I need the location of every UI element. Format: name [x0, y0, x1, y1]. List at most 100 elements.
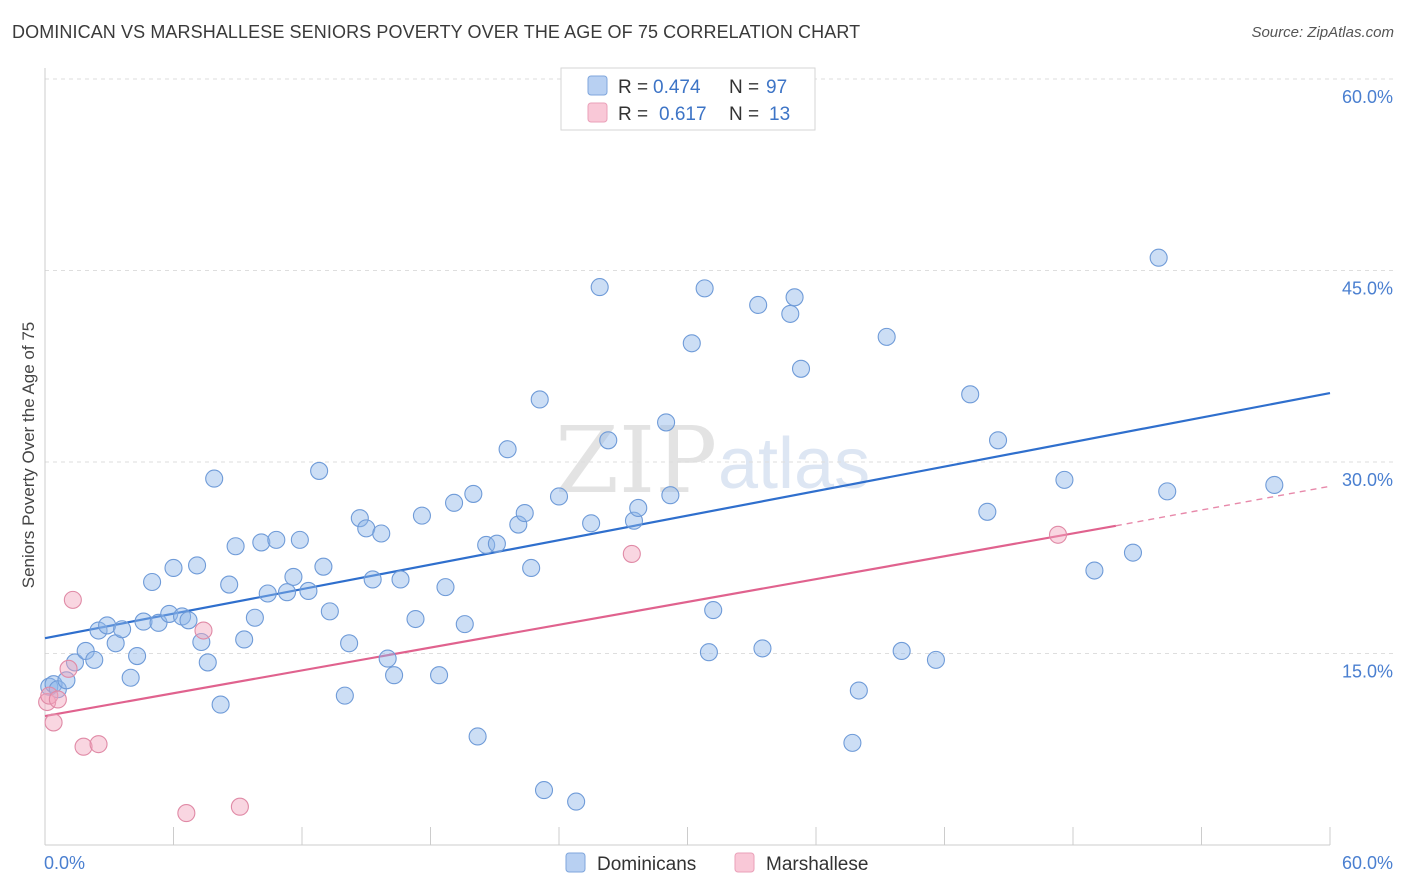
point-dominicans-85 [877, 327, 896, 346]
point-dominicans-22 [198, 653, 217, 672]
y-tick-label-2: 45.0% [1342, 279, 1393, 299]
point-dominicans-91 [1055, 470, 1074, 489]
point-dominicans-4 [65, 653, 85, 672]
point-marshallese-12 [1048, 525, 1068, 544]
point-dominicans-19 [179, 611, 198, 630]
point-dominicans-95 [1158, 482, 1177, 501]
gridlines [45, 78, 1395, 654]
point-dominicans-38 [320, 602, 339, 621]
x-tick-labels: 0.0% 60.0% [44, 853, 1393, 873]
point-dominicans-52 [445, 493, 464, 512]
point-dominicans-13 [134, 612, 153, 631]
point-dominicans-44 [372, 524, 391, 543]
watermark-atlas: atlas [718, 424, 870, 504]
legend-n-value-dominicans: 97 [766, 77, 787, 98]
point-dominicans-63 [534, 781, 554, 800]
point-dominicans-84 [849, 681, 868, 700]
point-dominicans-25 [220, 575, 239, 594]
point-dominicans-72 [661, 486, 680, 505]
series-legend: Dominicans Marshallese [565, 852, 868, 875]
point-dominicans-42 [357, 519, 376, 538]
point-dominicans-7 [89, 621, 108, 640]
trend-line-marshallese [44, 524, 1117, 718]
point-marshallese-4 [59, 659, 78, 678]
point-dominicans-79 [753, 639, 772, 658]
point-dominicans-27 [235, 630, 254, 649]
point-dominicans-61 [522, 558, 541, 578]
point-marshallese-10 [230, 797, 249, 816]
point-dominicans-65 [567, 792, 586, 811]
point-dominicans-70 [629, 498, 648, 518]
point-marshallese-5 [63, 590, 82, 609]
point-dominicans-67 [590, 278, 609, 297]
point-dominicans-64 [549, 487, 569, 506]
legend-n-label-dominicans: N = [729, 77, 759, 98]
point-dominicans-48 [406, 609, 425, 629]
point-dominicans-68 [599, 431, 618, 450]
point-marshallese-8 [177, 804, 196, 823]
point-dominicans-60 [515, 504, 534, 523]
y-tick-labels: 15.0% 30.0% 45.0% 60.0% [1342, 87, 1393, 682]
x-tick-label-0: 0.0% [44, 853, 85, 873]
point-dominicans-86 [892, 641, 911, 660]
y-axis-label: Seniors Poverty Over the Age of 75 [19, 322, 38, 588]
trend-line-dominicans [44, 391, 1331, 640]
point-dominicans-36 [310, 461, 329, 480]
point-dominicans-88 [961, 385, 980, 404]
y-tick-label-3: 60.0% [1342, 87, 1393, 107]
point-dominicans-50 [430, 666, 449, 685]
point-dominicans-33 [284, 567, 303, 586]
bottom-legend-swatch-dominicans [565, 852, 586, 873]
point-dominicans-41 [350, 509, 369, 528]
point-dominicans-71 [657, 413, 676, 432]
legend-swatch-dominicans [587, 75, 608, 96]
point-dominicans-96 [1265, 475, 1284, 495]
point-dominicans-8 [98, 616, 117, 635]
point-dominicans-78 [749, 295, 768, 315]
point-dominicans-14 [143, 572, 162, 592]
point-dominicans-32 [277, 583, 297, 602]
chart-title: DOMINICAN VS MARSHALLESE SENIORS POVERTY… [12, 22, 861, 42]
legend-n-label-marshallese: N = [729, 104, 759, 125]
point-dominicans-58 [498, 440, 517, 459]
point-dominicans-94 [1149, 248, 1168, 267]
legend-r-label-dominicans: R = [618, 77, 648, 98]
point-dominicans-26 [226, 537, 245, 556]
legend-r-value-marshallese: 0.617 [659, 104, 707, 125]
source-label: Source: ZipAtlas.com [1251, 24, 1394, 41]
bottom-legend-swatch-marshallese [734, 852, 755, 873]
point-dominicans-11 [121, 668, 140, 687]
point-marshallese-9 [194, 621, 213, 640]
point-dominicans-55 [468, 727, 487, 746]
legend-r-value-dominicans: 0.474 [653, 77, 701, 98]
point-dominicans-10 [113, 620, 132, 639]
point-dominicans-12 [128, 647, 147, 666]
point-dominicans-29 [252, 533, 271, 552]
point-dominicans-57 [487, 534, 506, 553]
point-dominicans-35 [299, 581, 318, 600]
point-dominicans-3 [57, 671, 76, 690]
point-dominicans-93 [1123, 543, 1143, 562]
trend-line-extension-marshallese [1115, 485, 1331, 527]
point-dominicans-24 [211, 695, 230, 714]
point-dominicans-80 [781, 304, 800, 323]
point-dominicans-37 [314, 557, 333, 576]
point-marshallese-1 [40, 686, 59, 705]
point-dominicans-92 [1085, 561, 1104, 580]
watermark-zip: ZIP [555, 407, 717, 514]
point-dominicans-54 [464, 484, 483, 503]
point-dominicans-81 [785, 288, 804, 307]
point-dominicans-28 [245, 608, 264, 627]
point-dominicans-30 [258, 584, 277, 603]
y-tick-label-0: 15.0% [1342, 662, 1393, 682]
point-dominicans-34 [290, 530, 309, 549]
point-dominicans-20 [188, 556, 207, 575]
point-dominicans-73 [682, 334, 701, 353]
point-marshallese-6 [74, 737, 93, 756]
point-dominicans-23 [205, 469, 224, 488]
point-dominicans-40 [340, 634, 359, 653]
point-dominicans-66 [582, 514, 601, 533]
bottom-legend-marshallese: Marshallese [766, 854, 868, 875]
point-dominicans-62 [530, 390, 549, 409]
point-dominicans-17 [164, 558, 183, 578]
